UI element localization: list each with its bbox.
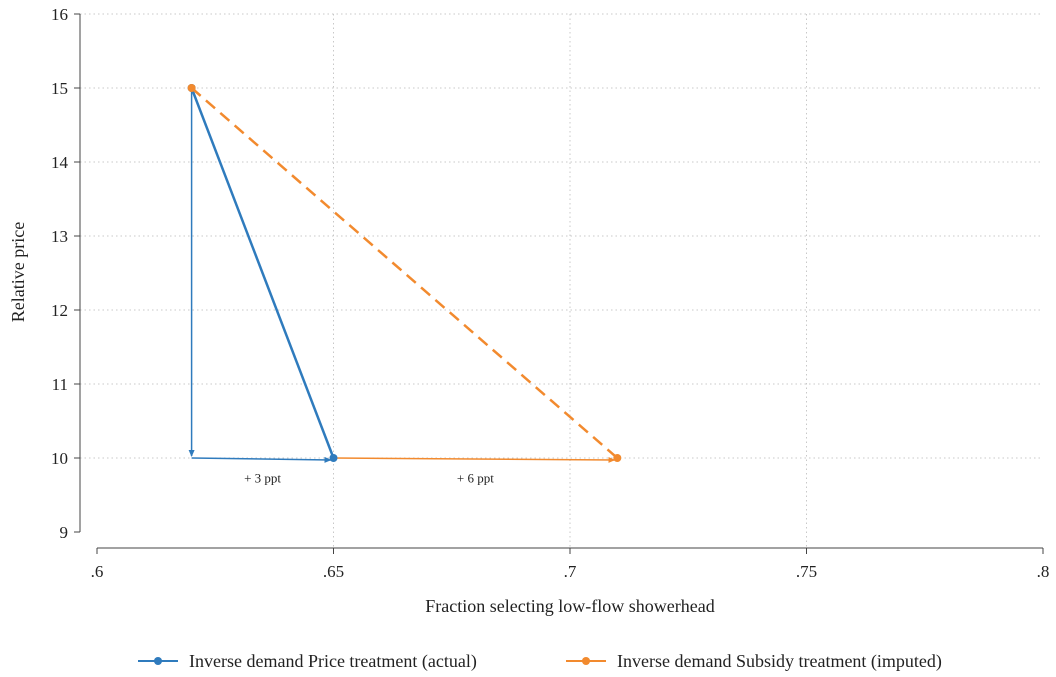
y-tick-label: 12 [51,301,68,320]
axes: 9 10 11 12 13 14 15 16 .6 .65 .7 .75 .8 [51,5,1049,581]
y-tick-label: 9 [60,523,69,542]
series-line [190,87,335,459]
series-point [613,454,622,462]
x-tick-label: .6 [91,562,104,581]
y-axis-title: Relative price [8,222,28,322]
series [187,84,622,462]
y-tick-label: 11 [52,375,68,394]
x-tick-label: .65 [323,562,344,581]
arrows [188,88,616,463]
y-tick-label: 15 [51,79,68,98]
series-line [190,87,619,459]
annotation-label: + 6 ppt [457,470,494,485]
legend-marker [154,657,162,665]
grid [80,13,1043,548]
y-tick-label: 16 [51,5,68,24]
arrow [191,456,332,463]
annotations: + 3 ppt + 6 ppt [244,470,494,485]
x-tick-label: .8 [1037,562,1050,581]
legend-marker [582,657,590,665]
series-point [187,84,196,92]
series-point [329,454,338,462]
legend: Inverse demand Price treatment (actual) I… [138,651,942,672]
annotation-label: + 3 ppt [244,470,281,485]
y-tick-label: 13 [51,227,68,246]
y-tick-label: 14 [51,153,69,172]
arrow [333,456,616,463]
legend-label: Inverse demand Price treatment (actual) [189,651,477,672]
x-axis-title: Fraction selecting low-flow showerhead [425,596,714,616]
legend-label: Inverse demand Subsidy treatment (impute… [617,651,942,672]
y-tick-label: 10 [51,449,68,468]
x-tick-label: .75 [796,562,817,581]
x-tick-label: .7 [564,562,577,581]
